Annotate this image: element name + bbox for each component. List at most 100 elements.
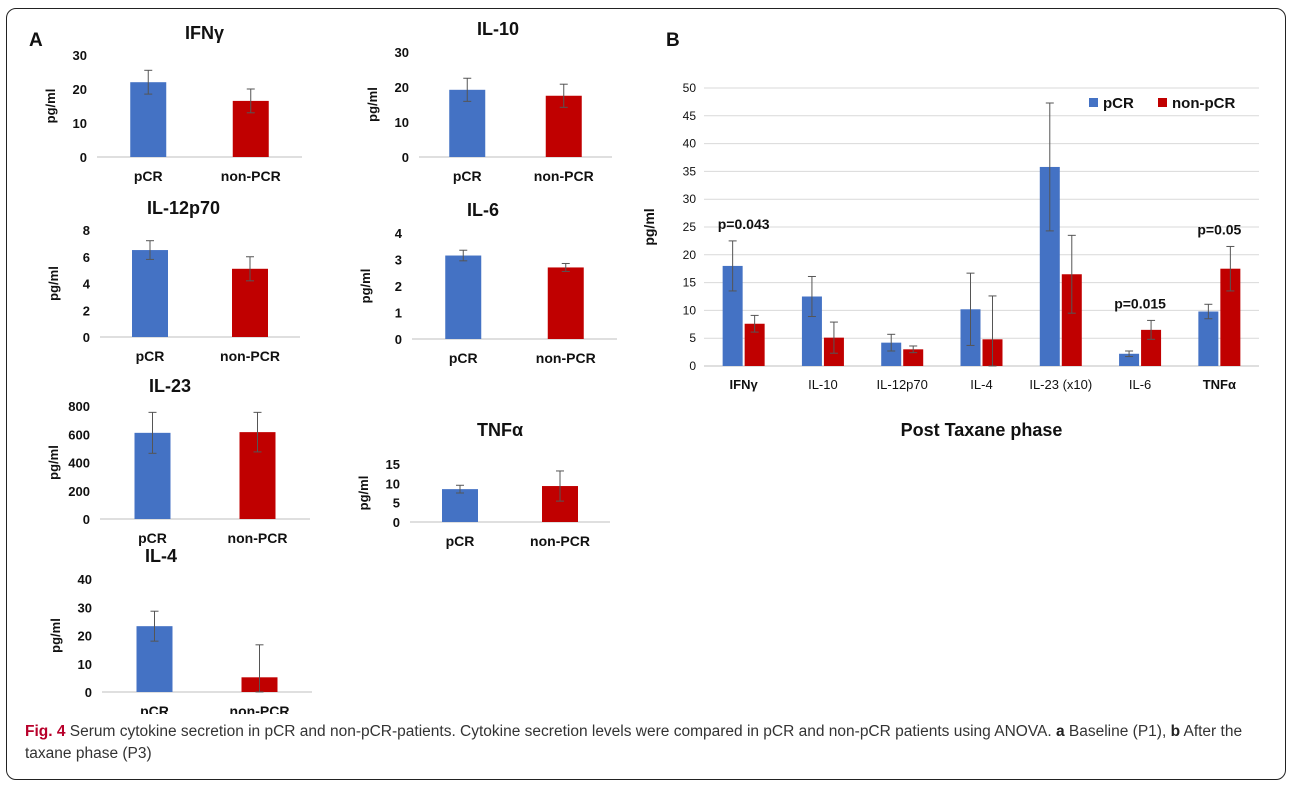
y-tick-label: 40 (683, 137, 697, 151)
y-axis-label: pg/ml (356, 476, 371, 511)
y-axis-label: pg/ml (358, 269, 373, 304)
y-axis-label: pg/ml (365, 87, 380, 122)
caption-b-letter: b (1170, 723, 1181, 740)
bar-pcr-il-6 (1119, 353, 1140, 366)
caption-a-letter: a (1055, 723, 1065, 740)
y-tick-label: 0 (393, 515, 400, 530)
x-tick-label: non-PCR (230, 703, 290, 714)
y-tick-label: 0 (83, 512, 90, 527)
x-tick-label: non-PCR (530, 533, 590, 549)
x-tick-label: TNFα (1203, 377, 1236, 392)
bar-non-pcr (547, 267, 584, 339)
y-tick-label: 30 (73, 48, 87, 63)
y-tick-label: 20 (683, 248, 697, 262)
chart-title: TNFα (477, 420, 523, 440)
y-tick-label: 4 (83, 277, 91, 292)
y-tick-label: 15 (683, 276, 697, 290)
bar-non-pcr-il-12p70 (903, 349, 924, 366)
y-axis-label: pg/ml (46, 445, 61, 480)
figure-caption: Fig. 4 Serum cytokine secretion in pCR a… (25, 721, 1275, 765)
y-axis-label: pg/ml (43, 89, 58, 124)
y-tick-label: 40 (78, 572, 92, 587)
y-tick-label: 20 (73, 82, 87, 97)
y-tick-label: 400 (68, 456, 90, 471)
x-tick-label: non-PCR (534, 168, 594, 184)
y-tick-label: 30 (395, 45, 409, 60)
y-axis-label: pg/ml (48, 618, 63, 653)
x-tick-label: IL-12p70 (877, 377, 928, 392)
x-tick-label: pCR (449, 350, 478, 366)
bar-pcr-il-10 (801, 296, 822, 366)
y-tick-label: 10 (395, 115, 409, 130)
y-tick-label: 800 (68, 399, 90, 414)
y-tick-label: 6 (83, 250, 90, 265)
x-tick-label: non-PCR (228, 530, 288, 546)
y-tick-label: 15 (386, 457, 400, 472)
x-tick-label: pCR (136, 348, 165, 364)
y-tick-label: 0 (80, 150, 87, 165)
p-value-annotation: p=0.043 (718, 216, 770, 232)
y-tick-label: 8 (83, 223, 90, 238)
bar-pcr (132, 250, 168, 337)
x-tick-label: pCR (453, 168, 482, 184)
y-tick-label: 5 (689, 331, 696, 345)
bar-non-pcr-il-23-x10 (1061, 274, 1082, 366)
y-tick-label: 4 (395, 226, 403, 241)
y-tick-label: 3 (395, 253, 402, 268)
chart-il-23: IL-23 0 200 400 600 800 pg/ml pCR non-PCR (46, 376, 310, 546)
caption-fig-label: Fig. 4 (25, 723, 66, 740)
x-tick-label: IFNγ (730, 377, 759, 392)
x-tick-label: IL-23 (x10) (1029, 377, 1092, 392)
caption-text: Serum cytokine secretion in pCR and non-… (65, 723, 1056, 740)
y-tick-label: 10 (73, 116, 87, 131)
p-value-annotation: p=0.015 (1114, 295, 1166, 311)
y-tick-label: 30 (78, 600, 92, 615)
legend-label-pcr: pCR (1103, 95, 1134, 112)
bar-pcr-il-12p70 (881, 342, 902, 366)
x-tick-label: non-PCR (220, 348, 280, 364)
y-tick-label: 10 (386, 476, 400, 491)
y-tick-label: 25 (683, 220, 697, 234)
y-tick-label: 10 (683, 303, 697, 317)
legend-label-non-pcr: non-pCR (1172, 95, 1235, 112)
y-axis-label: pg/ml (46, 266, 61, 301)
bar-pcr (130, 82, 167, 157)
y-tick-label: 1 (395, 306, 402, 321)
y-axis-label: pg/ml (641, 208, 657, 245)
legend-swatch-pcr (1089, 98, 1098, 107)
x-tick-label: IL-10 (808, 377, 838, 392)
bar-non-pcr-il-6 (1141, 329, 1162, 366)
chart-il-4: IL-4 0 10 20 30 40 pg/ml pCR non-PCR (48, 546, 312, 714)
x-tick-label: pCR (446, 533, 475, 549)
y-tick-label: 35 (683, 164, 697, 178)
chart-il-6: IL-6 0 1 2 3 4 pg/ml pCR non-PCR (358, 200, 617, 366)
x-axis-label: Post Taxane phase (901, 420, 1063, 440)
chart-tnf: TNFα 0 5 10 15 pg/ml pCR non-PCR (356, 420, 610, 549)
y-tick-label: 20 (395, 80, 409, 95)
x-tick-label: pCR (134, 168, 163, 184)
y-tick-label: 20 (78, 629, 92, 644)
x-tick-label: non-PCR (536, 350, 596, 366)
y-tick-label: 0 (85, 685, 92, 700)
chart-title: IL-4 (145, 546, 177, 566)
bar-pcr-il-23-x10 (1039, 166, 1060, 366)
x-tick-label: pCR (140, 703, 169, 714)
figure-frame: A B IFNγ 0 10 20 30 pg/ml pCR non-PCR IL-10 0 10 20… (6, 8, 1286, 780)
chart-ifn: IFNγ 0 10 20 30 pg/ml pCR non-PCR (43, 23, 302, 184)
chart-title: IFNγ (185, 23, 224, 43)
x-tick-label: IL-4 (970, 377, 992, 392)
bar-non-pcr-tnf (1220, 268, 1241, 366)
x-tick-label: pCR (138, 530, 167, 546)
chart-title: IL-10 (477, 19, 519, 39)
x-tick-label: IL-6 (1129, 377, 1151, 392)
y-tick-label: 600 (68, 427, 90, 442)
y-tick-label: 200 (68, 484, 90, 499)
y-tick-label: 2 (83, 303, 90, 318)
bar-pcr (442, 489, 478, 522)
y-tick-label: 0 (689, 359, 696, 373)
p-value-annotation: p=0.05 (1197, 221, 1241, 237)
chart-il-10: IL-10 0 10 20 30 pg/ml pCR non-PCR (365, 19, 612, 184)
bar-pcr (445, 255, 482, 339)
panel-label-a: A (29, 30, 43, 51)
chart-title: IL-6 (467, 200, 499, 220)
